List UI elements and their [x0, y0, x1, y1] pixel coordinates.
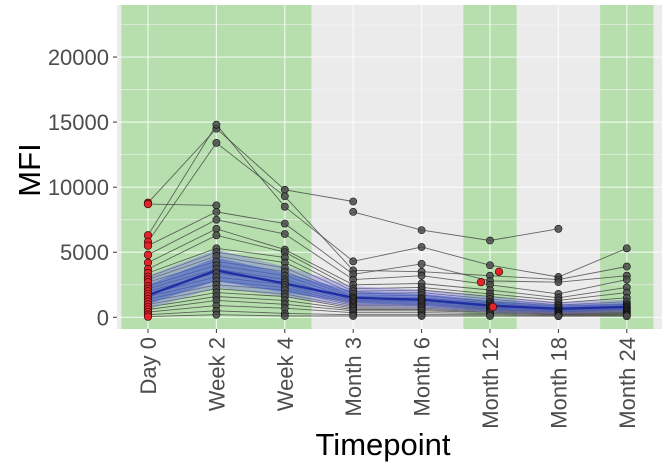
data-point — [212, 310, 221, 319]
subject-line — [147, 142, 627, 281]
data-point — [212, 201, 221, 210]
trend-outer-band — [148, 249, 627, 314]
data-point — [349, 312, 358, 320]
highlight-data-point — [494, 267, 504, 276]
data-point — [622, 312, 631, 321]
data-point — [349, 207, 358, 216]
data-point — [622, 262, 631, 271]
subject-line — [147, 211, 627, 283]
y-tick-label: 0 — [97, 305, 109, 330]
data-point — [212, 120, 221, 129]
subject-line — [147, 310, 627, 317]
data-point — [486, 261, 494, 270]
x-tick-label: Month 18 — [546, 337, 571, 429]
trend-inner-band — [148, 257, 627, 313]
data-point — [417, 243, 426, 251]
subject-line — [147, 247, 627, 304]
subject-line — [147, 228, 627, 299]
subject-line — [147, 284, 627, 313]
subject-line — [147, 288, 627, 314]
y-tick-label: 15000 — [48, 110, 109, 135]
data-point — [212, 231, 221, 240]
highlight-data-point — [476, 278, 486, 287]
highlight-data-point — [143, 199, 153, 209]
y-tick-label: 10000 — [48, 175, 109, 200]
data-point — [554, 224, 563, 233]
subject-line — [147, 127, 354, 204]
subject-line — [147, 234, 627, 301]
subject-line — [147, 292, 627, 314]
highlight-data-point — [488, 302, 498, 312]
data-point — [622, 244, 631, 253]
subject-line — [147, 123, 627, 278]
data-point — [212, 207, 221, 216]
data-point — [417, 271, 426, 280]
data-point — [349, 197, 358, 206]
data-point — [212, 224, 221, 233]
subject-line — [147, 296, 627, 315]
data-point — [486, 236, 494, 245]
data-point — [417, 312, 426, 320]
highlight-data-point — [143, 241, 153, 250]
x-tick-label: Day 0 — [136, 337, 161, 394]
y-tick-label: 20000 — [48, 45, 109, 70]
data-point — [280, 219, 289, 228]
data-point — [212, 215, 221, 224]
data-point — [622, 275, 631, 284]
y-axis-title: MFI — [12, 143, 47, 196]
x-tick-label: Week 4 — [273, 337, 298, 411]
y-tick-label: 5000 — [60, 240, 109, 265]
x-tick-label: Month 24 — [615, 337, 640, 429]
data-point — [349, 257, 358, 266]
data-point — [417, 260, 426, 268]
trend-mean-line — [147, 269, 627, 311]
data-point — [280, 192, 289, 201]
data-point — [280, 230, 289, 238]
x-tick-label: Month 12 — [478, 337, 503, 429]
subject-line — [147, 305, 627, 316]
subject-line — [147, 299, 627, 315]
subject-line — [147, 203, 559, 241]
data-point — [486, 312, 494, 320]
x-tick-label: Month 6 — [410, 337, 435, 417]
highlight-data-point — [143, 250, 153, 259]
subject-line — [147, 219, 627, 295]
data-point — [212, 139, 221, 147]
data-point — [280, 312, 289, 320]
x-axis-title: Timepoint — [316, 427, 451, 462]
x-tick-label: Week 2 — [204, 337, 229, 411]
x-tick-label: Month 3 — [341, 337, 366, 417]
subject-line — [147, 314, 627, 318]
data-point — [554, 312, 563, 321]
data-point — [280, 202, 289, 211]
highlight-data-point — [143, 312, 153, 321]
data-point — [280, 185, 289, 194]
data-point — [554, 278, 563, 287]
data-point — [417, 226, 426, 235]
